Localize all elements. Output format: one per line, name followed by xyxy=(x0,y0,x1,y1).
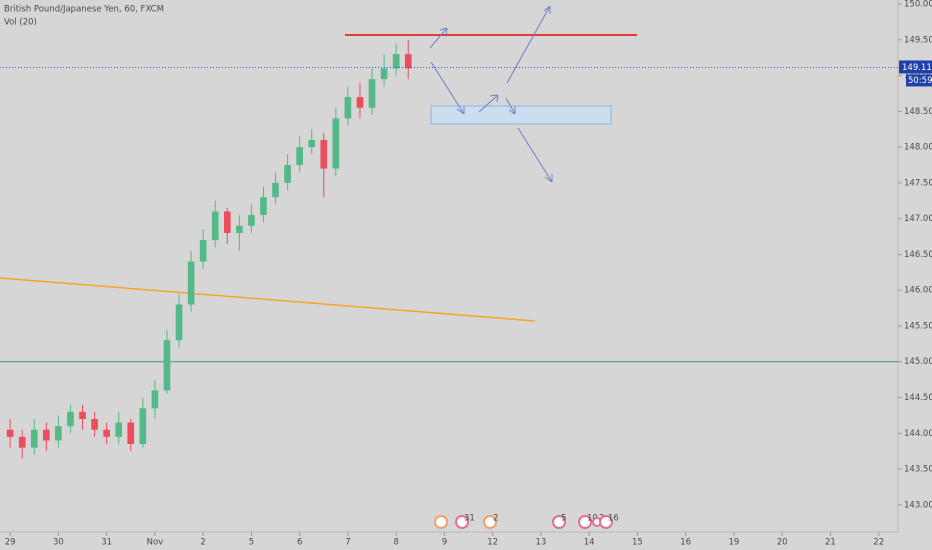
candle-body xyxy=(175,304,183,341)
candle-body xyxy=(151,390,159,409)
y-tick-label: 150.000 xyxy=(904,0,932,10)
candle-body xyxy=(223,211,231,233)
event-count: 5 xyxy=(561,514,566,524)
y-tick-label: 146.500 xyxy=(904,250,932,260)
x-tick-label: 7 xyxy=(345,538,350,548)
y-tick-label: 145.000 xyxy=(904,357,932,367)
indicator-label: Vol (20) xyxy=(4,18,37,28)
x-tick-label: 19 xyxy=(729,538,740,548)
candle-body xyxy=(79,411,86,419)
y-tick-label: 149.500 xyxy=(904,35,932,45)
candle-body xyxy=(248,215,255,226)
candle-body xyxy=(103,429,110,437)
x-tick-label: 22 xyxy=(873,538,884,548)
arrow xyxy=(429,27,448,49)
y-tick-label: 143.000 xyxy=(904,500,932,510)
event-icon xyxy=(455,515,469,529)
arrow xyxy=(430,61,465,115)
last-price-label: 149.113 xyxy=(902,63,932,73)
candle-body xyxy=(260,197,267,216)
x-tick-label: 14 xyxy=(584,538,595,548)
candle-body xyxy=(392,54,400,69)
event-icon xyxy=(434,515,448,529)
x-tick-label: Nov xyxy=(147,538,164,548)
x-tick-label: 8 xyxy=(393,538,398,548)
event-count: 10 xyxy=(587,514,598,524)
projection-arrows xyxy=(429,5,553,183)
candle-body xyxy=(284,164,291,183)
event-count: 2 xyxy=(493,514,498,524)
x-tick-label: 15 xyxy=(632,538,643,548)
x-tick-label: 16 xyxy=(680,538,691,548)
candle-body xyxy=(115,422,123,437)
y-tick-label: 143.500 xyxy=(904,465,932,475)
candle-body xyxy=(380,68,388,80)
candle-body xyxy=(163,340,171,391)
event-count: 31 xyxy=(464,514,475,524)
candle-body xyxy=(296,147,303,165)
y-tick-label: 144.500 xyxy=(904,393,932,403)
event-count: 16 xyxy=(608,514,619,524)
trend-line xyxy=(0,277,536,322)
candle-body xyxy=(43,429,50,441)
candle-body xyxy=(308,139,316,148)
x-tick-label: 30 xyxy=(53,538,64,548)
candle-body xyxy=(344,97,352,119)
candle-body xyxy=(236,225,243,233)
x-tick-label: 5 xyxy=(249,538,254,548)
event-icon xyxy=(599,515,613,529)
x-tick-label: 2 xyxy=(200,538,205,548)
countdown-label: 50:59 xyxy=(908,76,932,86)
event-icon xyxy=(578,515,592,529)
arrow xyxy=(506,5,551,84)
last-price-tag xyxy=(899,60,932,74)
x-tick-label: 13 xyxy=(536,538,547,548)
x-tick-label: 12 xyxy=(487,538,498,548)
y-tick-label: 147.000 xyxy=(904,214,932,224)
x-tick-label: 20 xyxy=(777,538,788,548)
arrow xyxy=(478,94,499,113)
candle-body xyxy=(6,429,14,437)
candle-body xyxy=(127,422,135,445)
target-zone xyxy=(430,105,612,125)
x-tick-label: 9 xyxy=(442,538,447,548)
candle-body xyxy=(187,261,195,305)
chart-title: British Pound/Japanese Yen, 60, FXCM xyxy=(4,5,164,15)
y-tick-label: 146.000 xyxy=(904,286,932,296)
x-tick-label: 21 xyxy=(825,538,836,548)
candle-body xyxy=(91,418,98,430)
x-tick-label: 31 xyxy=(101,538,112,548)
event-icon xyxy=(552,515,566,529)
y-tick-label: 144.000 xyxy=(904,429,932,439)
y-tick-label: 147.500 xyxy=(904,178,932,188)
x-tick-label: 6 xyxy=(297,538,302,548)
candle-body xyxy=(272,182,279,198)
candle-body xyxy=(55,426,62,441)
countdown-tag xyxy=(906,74,932,87)
y-tick-label: 148.000 xyxy=(904,143,932,153)
y-tick-label: 145.500 xyxy=(904,321,932,331)
candle-body xyxy=(199,240,207,262)
candle-body xyxy=(67,411,74,427)
arrow xyxy=(505,97,516,115)
arrow xyxy=(517,127,553,183)
candle-body xyxy=(368,79,376,108)
x-tick-label: 29 xyxy=(5,538,16,548)
y-tick-label: 148.500 xyxy=(904,107,932,117)
candle-body xyxy=(356,97,364,108)
candle-body xyxy=(30,429,38,448)
candle-body xyxy=(139,408,147,445)
candle-body xyxy=(18,436,26,448)
event-icon xyxy=(483,515,497,529)
candle-body xyxy=(320,139,328,169)
event-markers: 31 2 5 10 2 16 xyxy=(434,514,619,529)
candle-body xyxy=(211,211,219,241)
candle-body xyxy=(404,54,412,69)
candle-body xyxy=(332,118,340,169)
